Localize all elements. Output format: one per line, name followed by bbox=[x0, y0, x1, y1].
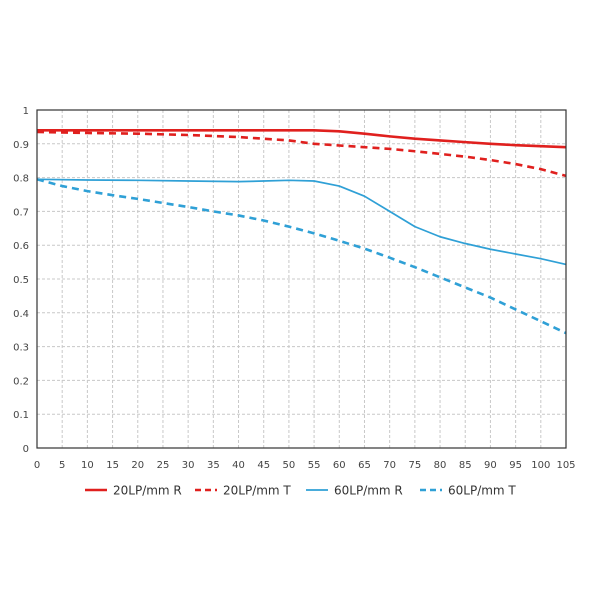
series-line-3 bbox=[36, 178, 567, 266]
x-tick-label: 85 bbox=[459, 460, 472, 471]
x-tick-label: 80 bbox=[434, 460, 447, 471]
x-tick-label: 95 bbox=[509, 460, 522, 471]
y-tick-label: 0 bbox=[23, 444, 29, 455]
x-tick-label: 30 bbox=[182, 460, 195, 471]
series-group bbox=[36, 128, 567, 335]
legend-label: 60LP/mm T bbox=[448, 484, 516, 498]
plot-frame bbox=[36, 109, 567, 449]
x-tick-label: 5 bbox=[59, 460, 65, 471]
x-tick-label: 40 bbox=[232, 460, 245, 471]
series-line-4 bbox=[36, 178, 567, 335]
x-tick-label: 90 bbox=[484, 460, 497, 471]
y-tick-label: 0.1 bbox=[13, 410, 29, 421]
x-tick-label: 25 bbox=[157, 460, 170, 471]
x-axis-tick-labels: 0 5 10 15 20 25 30 35 40 45 50 55 60 65 70 75 80 85 90 95 10… bbox=[34, 460, 576, 471]
x-tick-label: 75 bbox=[408, 460, 421, 471]
x-tick-label: 70 bbox=[383, 460, 396, 471]
legend-item-3: 60LP/mm R bbox=[306, 484, 403, 498]
x-tick-label: 45 bbox=[257, 460, 270, 471]
legend-item-2: 20LP/mm T bbox=[195, 484, 291, 498]
x-tick-label: 105 bbox=[556, 460, 575, 471]
legend-label: 20LP/mm T bbox=[223, 484, 291, 498]
series-line-1 bbox=[37, 128, 567, 149]
y-tick-label: 0.2 bbox=[13, 376, 29, 387]
y-tick-label: 0.4 bbox=[13, 309, 29, 320]
legend-item-1: 20LP/mm R bbox=[85, 484, 182, 498]
legend-item-4: 60LP/mm T bbox=[420, 484, 516, 498]
legend: 20LP/mm R 20LP/mm T 60LP/mm R 60LP/mm T bbox=[85, 484, 516, 498]
x-tick-label: 15 bbox=[106, 460, 119, 471]
x-tick-label: 100 bbox=[531, 460, 550, 471]
x-tick-label: 35 bbox=[207, 460, 220, 471]
y-tick-label: 0.9 bbox=[13, 140, 29, 151]
x-tick-label: 60 bbox=[333, 460, 346, 471]
x-tick-label: 10 bbox=[81, 460, 94, 471]
x-tick-label: 65 bbox=[358, 460, 371, 471]
x-tick-label: 20 bbox=[131, 460, 144, 471]
y-axis-tick-labels: 0 0.1 0.2 0.3 0.4 0.5 0.6 0.7 0.8 0.9 1 bbox=[13, 106, 29, 455]
x-tick-label: 50 bbox=[283, 460, 296, 471]
y-tick-label: 0.6 bbox=[13, 241, 29, 252]
grid bbox=[37, 110, 566, 448]
y-tick-label: 0.7 bbox=[13, 207, 29, 218]
y-tick-label: 1 bbox=[23, 106, 29, 117]
y-tick-label: 0.3 bbox=[13, 343, 29, 354]
x-tick-label: 55 bbox=[308, 460, 321, 471]
y-tick-label: 0.8 bbox=[13, 174, 29, 185]
y-tick-label: 0.5 bbox=[13, 275, 29, 286]
series-line-2 bbox=[36, 130, 567, 178]
legend-label: 20LP/mm R bbox=[113, 484, 182, 498]
legend-label: 60LP/mm R bbox=[334, 484, 403, 498]
x-tick-label: 0 bbox=[34, 460, 40, 471]
